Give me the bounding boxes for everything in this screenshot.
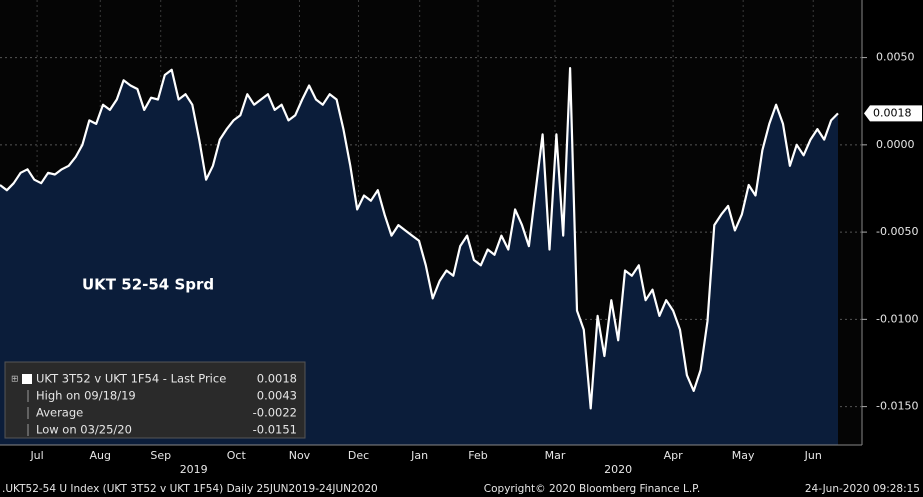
line xyxy=(0,67,839,410)
year-label: 2019 xyxy=(180,463,208,476)
annotation: UKT 52-54 Sprd xyxy=(82,276,214,294)
legend-label: UKT 3T52 v UKT 1F54 - Last Price xyxy=(36,372,226,386)
x-tick-label: Jun xyxy=(804,449,822,462)
legend-label: High on 09/18/19 xyxy=(36,389,136,403)
x-tick-label: Dec xyxy=(348,449,369,462)
x-tick-label: Aug xyxy=(90,449,111,462)
y-tick-label: -0.0050 xyxy=(876,225,918,238)
x-tick-label: May xyxy=(732,449,755,462)
y-tick-label: 0.0050 xyxy=(876,51,915,64)
x-tick-label: Jul xyxy=(29,449,43,462)
x-tick-label: Mar xyxy=(545,449,566,462)
year-label: 2020 xyxy=(604,463,632,476)
legend-label: Average xyxy=(36,406,83,420)
x-tick-label: Apr xyxy=(664,449,684,462)
footer-left: .UKT52-54 U Index (UKT 3T52 v UKT 1F54) … xyxy=(2,483,378,495)
legend-swatch xyxy=(22,374,32,384)
marks xyxy=(0,67,839,445)
legend-marker: ⊞ xyxy=(11,375,19,385)
x-tick-label: Oct xyxy=(227,449,247,462)
x-tick-label: Nov xyxy=(289,449,311,462)
y-tick-label: 0.0000 xyxy=(876,138,915,151)
legend-value: 0.0018 xyxy=(257,372,297,386)
legend: UKT 3T52 v UKT 1F54 - Last Price 0.0018 Hi… xyxy=(4,361,306,439)
footer-right: 24-Jun-2020 09:28:15 xyxy=(805,483,920,495)
y-tick-label: -0.0150 xyxy=(876,400,918,413)
footer-bar xyxy=(0,480,923,497)
area xyxy=(0,68,838,445)
x-tick-label: Feb xyxy=(468,449,487,462)
footer-center: Copyright© 2020 Bloomberg Finance L.P. xyxy=(484,483,700,495)
last-price-tag xyxy=(864,105,922,122)
x-tick-label: Sep xyxy=(150,449,171,462)
legend-value: -0.0022 xyxy=(253,406,297,420)
y-tick-label: -0.0100 xyxy=(876,312,918,325)
legend-box xyxy=(4,361,306,439)
legend-label: Low on 03/25/20 xyxy=(36,423,132,437)
legend-value: 0.0043 xyxy=(257,389,297,403)
x-tick-label: Jan xyxy=(410,449,428,462)
legend-value: -0.0151 xyxy=(253,423,297,437)
last-price-label: 0.0018 xyxy=(873,106,912,119)
